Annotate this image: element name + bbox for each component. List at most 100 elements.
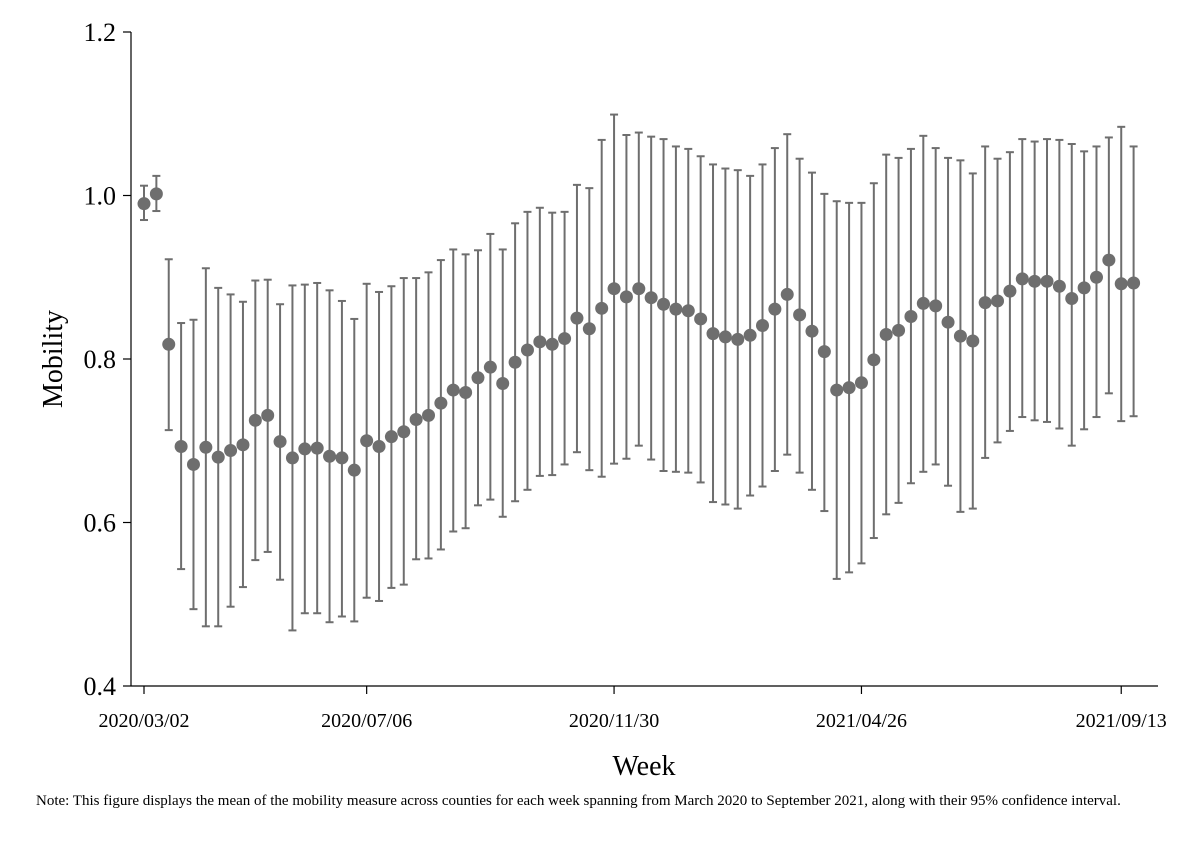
mean-point	[558, 332, 572, 346]
mean-point	[644, 291, 658, 305]
mean-point	[867, 353, 881, 367]
mean-point	[285, 451, 299, 465]
mean-point	[904, 309, 918, 323]
mean-point	[805, 324, 819, 338]
mean-point	[1052, 279, 1066, 293]
mean-point	[137, 197, 151, 211]
mean-point	[310, 441, 324, 455]
mean-point	[483, 360, 497, 374]
figure-note: Note: This figure displays the mean of t…	[36, 793, 1121, 809]
mean-point	[261, 408, 275, 422]
mean-point	[520, 343, 534, 357]
y-axis-label: Mobility	[38, 310, 69, 408]
mean-point	[471, 371, 485, 385]
mean-point	[360, 434, 374, 448]
mean-point	[211, 450, 225, 464]
mean-point	[607, 282, 621, 296]
y-tick-label: 1.0	[84, 182, 117, 211]
mean-point	[409, 412, 423, 426]
mean-point	[162, 337, 176, 351]
mean-point	[1040, 274, 1054, 288]
mean-point	[669, 302, 683, 316]
mean-point	[496, 377, 510, 391]
mean-point	[916, 296, 930, 310]
mean-point	[817, 345, 831, 359]
mean-point	[1077, 281, 1091, 295]
mean-point	[372, 439, 386, 453]
mean-point	[929, 299, 943, 313]
mean-point	[879, 327, 893, 341]
mean-point	[953, 329, 967, 343]
mean-point	[397, 425, 411, 439]
mean-point	[174, 439, 188, 453]
mean-point	[434, 396, 448, 410]
mean-point	[323, 449, 337, 463]
mean-point	[508, 355, 522, 369]
error-bars	[140, 113, 1138, 632]
data-points	[137, 187, 1141, 477]
mean-point	[533, 335, 547, 349]
mean-point	[347, 463, 361, 477]
mean-point	[298, 442, 312, 456]
x-tick-label: 2020/11/30	[569, 710, 659, 732]
mean-point	[756, 318, 769, 332]
mean-point	[199, 440, 213, 454]
mean-point	[681, 304, 695, 318]
mean-point	[149, 187, 163, 201]
x-tick-label: 2020/03/02	[98, 710, 189, 732]
mean-point	[1015, 272, 1029, 286]
mean-point	[248, 413, 262, 427]
mean-point	[743, 328, 757, 342]
mean-point	[619, 290, 633, 304]
mean-point	[706, 327, 720, 341]
mean-point	[1127, 276, 1141, 290]
mean-point	[718, 330, 732, 344]
x-tick-label: 2020/07/06	[321, 710, 412, 732]
x-tick-label: 2021/09/13	[1076, 710, 1167, 732]
mean-point	[966, 334, 980, 348]
mean-point	[1089, 270, 1103, 284]
mean-point	[236, 438, 250, 452]
y-tick-label: 1.2	[84, 18, 117, 47]
mean-point	[768, 302, 782, 316]
mean-point	[595, 301, 609, 315]
mean-point	[1114, 277, 1128, 291]
mean-point	[830, 383, 844, 397]
mean-point	[978, 296, 992, 310]
mean-point	[384, 430, 398, 444]
mean-point	[570, 311, 584, 325]
mean-point	[991, 294, 1005, 308]
mean-point	[1065, 292, 1079, 306]
mean-point	[632, 282, 646, 296]
mean-point	[892, 323, 906, 337]
mean-point	[446, 383, 460, 397]
mean-point	[273, 435, 287, 449]
mean-point	[582, 322, 596, 336]
mean-point	[545, 337, 559, 351]
mean-point	[731, 332, 745, 346]
x-tick-label: 2021/04/26	[816, 710, 907, 732]
mean-point	[657, 297, 671, 311]
mean-point	[941, 315, 955, 329]
mobility-chart: 0.40.60.81.01.2 2020/03/02 2020/07/06 2020…	[38, 18, 1167, 782]
y-tick-label: 0.4	[84, 672, 117, 701]
y-tick-label: 0.6	[84, 509, 117, 538]
mean-point	[459, 386, 473, 400]
mean-point	[1003, 284, 1017, 298]
mean-point	[186, 457, 200, 471]
x-axis-label: Week	[612, 751, 675, 782]
mean-point	[793, 308, 807, 322]
mean-point	[1102, 253, 1116, 267]
mean-point	[335, 451, 349, 465]
mean-point	[842, 381, 856, 395]
mean-point	[422, 408, 436, 422]
y-tick-label: 0.8	[84, 345, 117, 374]
x-axis-ticks: 2020/03/02 2020/07/06 2020/11/30 2021/04/26…	[98, 686, 1167, 732]
mean-point	[224, 444, 238, 458]
mean-point	[854, 376, 868, 390]
mean-point	[1028, 274, 1042, 288]
error-bar	[1117, 125, 1126, 423]
mean-point	[780, 287, 794, 301]
mean-point	[694, 312, 708, 326]
y-axis-ticks: 0.4 0.6 0.8 1.0 1.2	[84, 18, 131, 701]
